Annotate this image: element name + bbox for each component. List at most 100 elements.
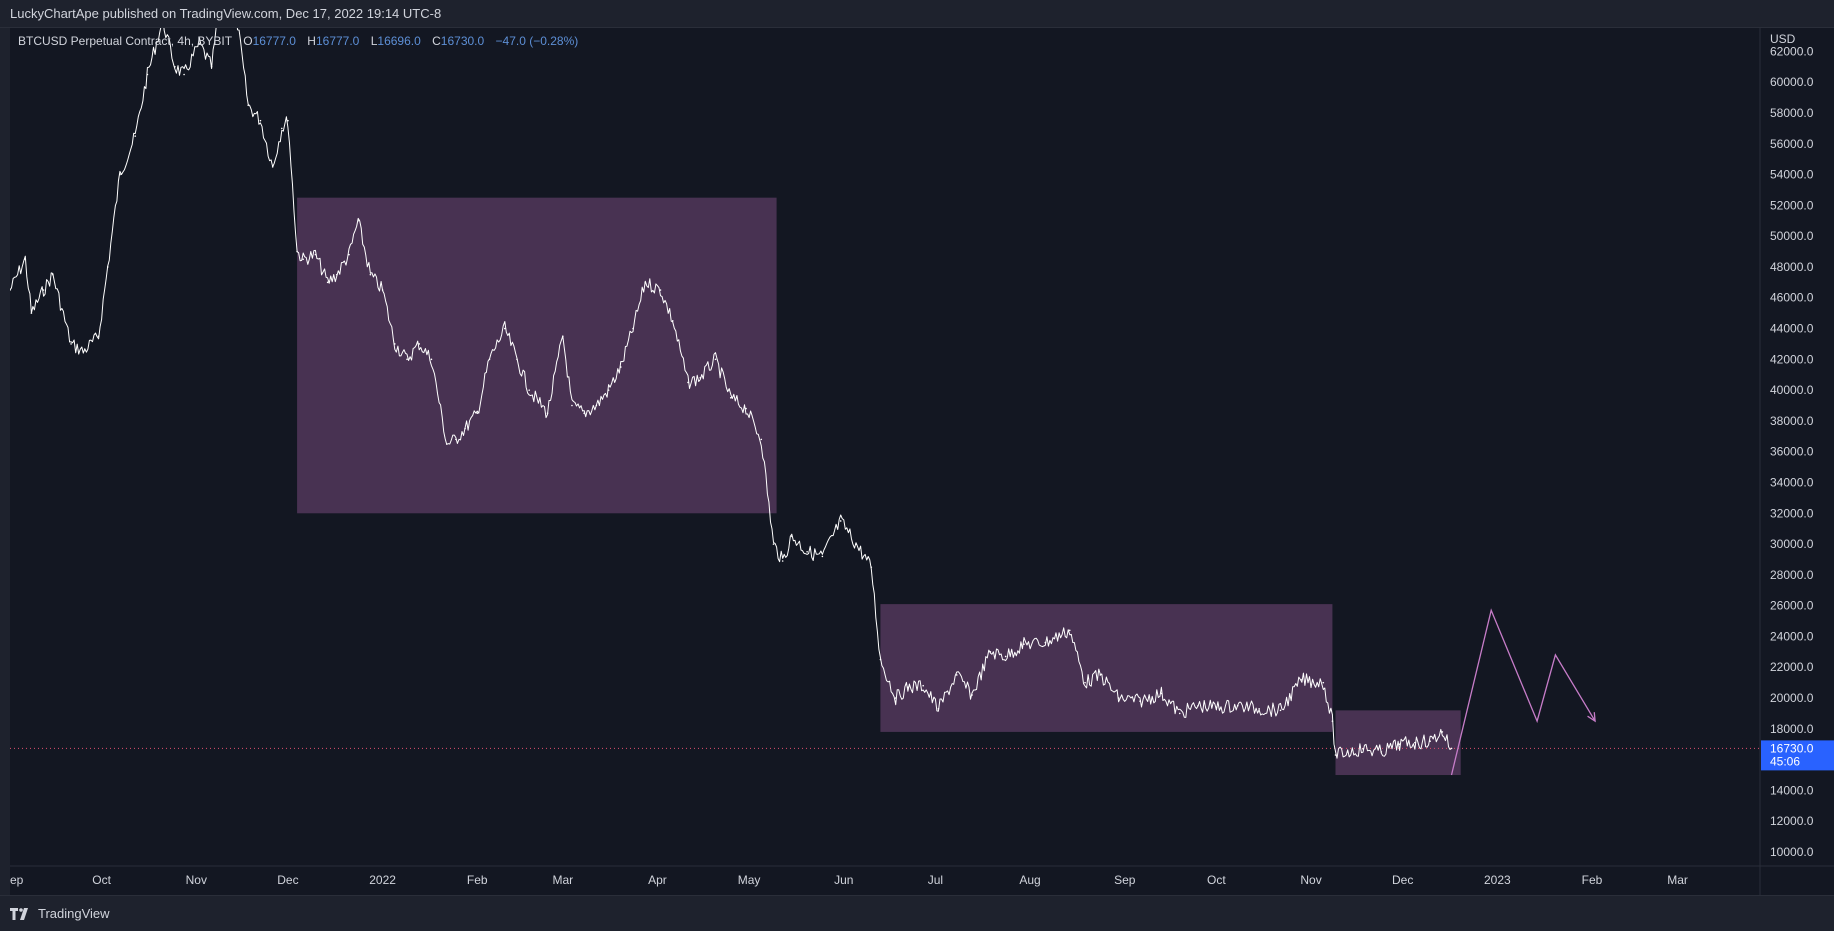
price-point	[989, 651, 992, 653]
price-point	[146, 73, 149, 76]
y-tick-label: 36000.0	[1770, 445, 1814, 459]
y-tick-label: 52000.0	[1770, 198, 1814, 212]
price-point	[971, 694, 973, 696]
price-point	[394, 343, 396, 345]
x-tick-label: Feb	[1582, 873, 1603, 887]
price-point	[430, 358, 433, 361]
range-zones	[297, 197, 1461, 776]
last-price-badge: 16730.0 45:06	[1761, 740, 1834, 771]
price-point	[357, 219, 359, 222]
tradingview-logo[interactable]: TradingView	[10, 906, 110, 921]
price-axis: 62000.0 60000.0 58000.0 56000.0 54000.0 52000…	[1770, 44, 1814, 859]
price-point	[1331, 720, 1334, 722]
bar-countdown: 45:06	[1770, 754, 1800, 768]
time-axis: ep Oct Nov Dec 2022 Feb Mar Apr May Jun Jul Aug Sep O…	[10, 873, 1688, 887]
price-point	[791, 535, 793, 538]
x-tick-label: Aug	[1019, 873, 1040, 887]
x-tick-label: Feb	[467, 873, 488, 887]
x-tick-label: Jul	[928, 873, 943, 887]
price-point	[1023, 643, 1025, 645]
price-point	[198, 42, 201, 45]
projection-path	[1450, 608, 1596, 776]
x-tick-label: Nov	[1300, 873, 1321, 887]
price-point	[42, 289, 45, 291]
price-point	[183, 73, 185, 76]
price-point	[281, 127, 283, 130]
price-point	[894, 697, 897, 699]
price-point	[955, 674, 958, 676]
price-point	[922, 684, 924, 687]
price-chart[interactable]: 62000.0 60000.0 58000.0 56000.0 54000.0 52000…	[10, 28, 1834, 895]
range-zone-1	[297, 197, 777, 514]
price-point	[1099, 674, 1102, 676]
price-point	[247, 104, 250, 107]
price-point	[870, 566, 873, 568]
price-point	[1160, 692, 1163, 695]
price-point	[1414, 741, 1416, 744]
price-point	[106, 266, 109, 268]
y-tick-label: 24000.0	[1770, 629, 1814, 643]
price-point	[1441, 731, 1444, 733]
price-point	[70, 343, 72, 345]
price-point	[1117, 697, 1120, 699]
price-point	[1215, 706, 1218, 709]
price-point	[879, 658, 882, 661]
price-point	[326, 281, 329, 284]
price-point	[714, 358, 717, 361]
price-point	[445, 443, 448, 445]
price-point	[119, 173, 121, 176]
price-point	[30, 312, 33, 314]
y-tick-label: 32000.0	[1770, 506, 1814, 520]
price-point	[1044, 641, 1047, 644]
projection-arrowhead	[1587, 712, 1596, 723]
y-tick-label: 10000.0	[1770, 845, 1814, 859]
price-point	[302, 258, 304, 261]
y-tick-label: 28000.0	[1770, 568, 1814, 582]
price-point	[528, 389, 530, 391]
price-point	[1139, 700, 1141, 702]
price-point	[839, 520, 842, 522]
price-point	[729, 397, 732, 399]
price-point	[620, 366, 622, 368]
price-point	[595, 404, 598, 407]
price-line-1	[10, 28, 1452, 759]
price-point	[97, 335, 100, 338]
price-point	[571, 404, 573, 407]
price-point	[476, 412, 479, 415]
y-tick-label: 22000.0	[1770, 660, 1814, 674]
tradingview-brand: TradingView	[38, 906, 110, 921]
price-point	[632, 327, 634, 330]
price-point	[607, 389, 610, 391]
y-tick-label: 42000.0	[1770, 352, 1814, 366]
price-point	[1258, 708, 1260, 710]
x-tick-label: Dec	[1392, 873, 1413, 887]
y-tick-label: 26000.0	[1770, 599, 1814, 613]
price-point	[937, 708, 940, 710]
change-value: −47.0 (−0.28%)	[495, 34, 579, 48]
price-point	[82, 350, 85, 353]
y-tick-label: 50000.0	[1770, 229, 1814, 243]
price-point	[51, 273, 54, 276]
price-point	[10, 289, 11, 291]
price-point	[781, 560, 784, 562]
price-point	[1398, 743, 1401, 746]
price-point	[455, 438, 457, 441]
price-point	[1322, 681, 1325, 684]
price-point	[418, 343, 421, 345]
x-tick-label: May	[738, 873, 761, 887]
y-tick-label: 56000.0	[1770, 137, 1814, 151]
price-point	[1450, 747, 1453, 750]
symbol-title[interactable]: BTCUSD Perpetual Contract, 4h, BYBIT	[18, 34, 232, 48]
price-point	[1362, 748, 1364, 750]
range-zone-2	[880, 604, 1333, 732]
x-tick-label: 2022	[369, 873, 396, 887]
y-tick-label: 60000.0	[1770, 75, 1814, 89]
price-point	[907, 686, 909, 689]
price-point	[287, 119, 289, 122]
chart-area[interactable]: 62000.0 60000.0 58000.0 56000.0 54000.0 52000…	[10, 28, 1834, 895]
price-point	[335, 273, 338, 276]
price-point	[1429, 740, 1431, 742]
price-point	[381, 289, 384, 291]
high-value: 16777.0	[315, 34, 360, 48]
x-tick-label: Jun	[834, 873, 853, 887]
